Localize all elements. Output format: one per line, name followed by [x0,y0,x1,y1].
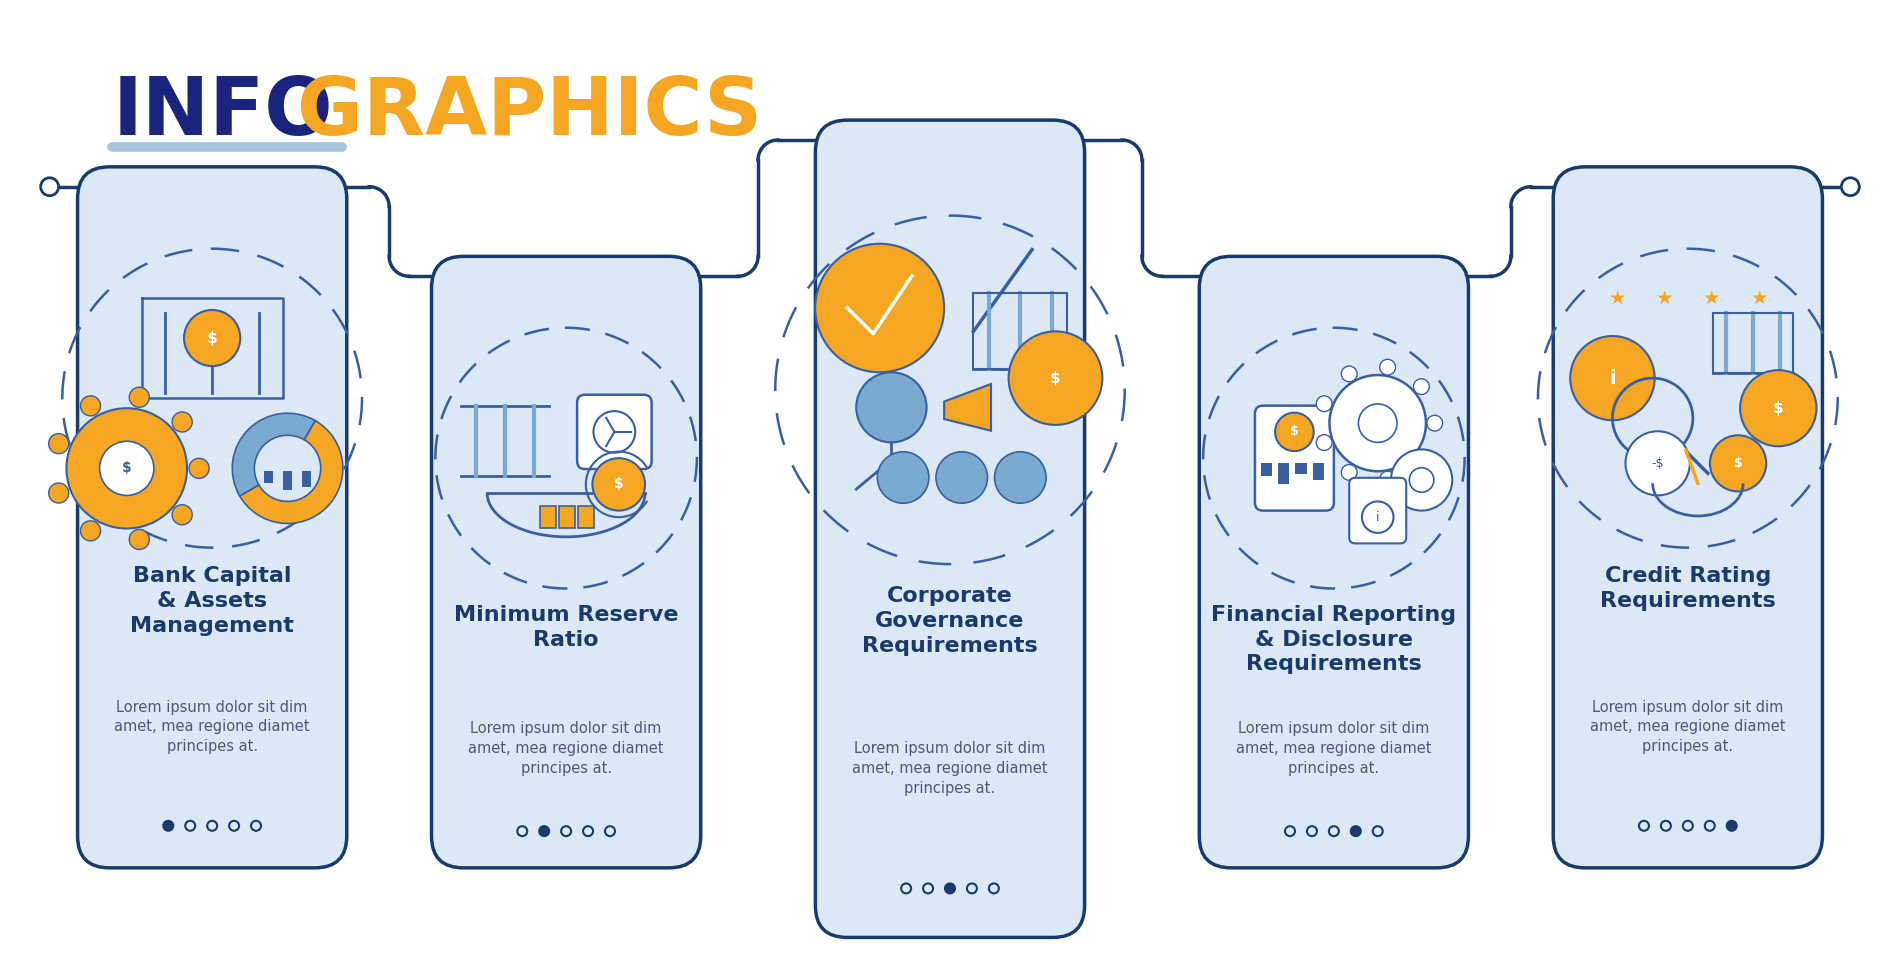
Text: Lorem ipsum dolor sit dim
amet, mea regione diamet
principes at.: Lorem ipsum dolor sit dim amet, mea regi… [469,721,664,776]
Text: ★: ★ [1750,288,1767,308]
Bar [283,471,292,490]
Circle shape [66,409,186,528]
FancyBboxPatch shape [814,121,1084,938]
Text: ★: ★ [1703,288,1720,308]
Circle shape [1425,416,1442,431]
Circle shape [1274,413,1313,451]
Bar [1294,464,1306,473]
Circle shape [49,433,68,454]
Circle shape [1412,378,1429,395]
Circle shape [945,883,955,894]
Circle shape [814,244,943,372]
Circle shape [1412,452,1429,467]
Circle shape [539,826,549,836]
Circle shape [163,821,173,831]
Text: $: $ [1050,370,1061,386]
Circle shape [1380,471,1395,487]
FancyBboxPatch shape [431,257,700,868]
Circle shape [995,452,1046,503]
Text: $: $ [613,477,623,491]
Circle shape [129,387,150,408]
Bar [1312,464,1323,480]
Text: $: $ [1289,425,1298,438]
Circle shape [1841,177,1858,196]
Circle shape [1570,336,1653,420]
Text: Lorem ipsum dolor sit dim
amet, mea regione diamet
principes at.: Lorem ipsum dolor sit dim amet, mea regi… [114,700,309,755]
Circle shape [1725,821,1737,831]
Bar [1277,464,1289,483]
Circle shape [99,441,154,496]
FancyBboxPatch shape [78,167,347,868]
Circle shape [936,452,987,503]
Text: i: i [1376,511,1378,523]
Circle shape [1008,331,1101,425]
Text: Financial Reporting
& Disclosure
Requirements: Financial Reporting & Disclosure Require… [1211,605,1456,674]
Text: $: $ [1773,401,1782,416]
Circle shape [190,459,209,478]
Wedge shape [232,414,315,496]
Text: Lorem ipsum dolor sit dim
amet, mea regione diamet
principes at.: Lorem ipsum dolor sit dim amet, mea regi… [852,741,1048,796]
FancyBboxPatch shape [1553,167,1822,868]
Circle shape [184,310,241,367]
Circle shape [1380,360,1395,375]
Bar [539,507,556,528]
Bar [302,471,311,486]
Circle shape [856,372,926,442]
Text: $: $ [207,330,218,346]
Bar [558,507,575,528]
Bar [264,471,273,483]
Circle shape [173,412,192,432]
Text: Corporate
Governance
Requirements: Corporate Governance Requirements [862,586,1038,656]
Circle shape [1329,375,1425,471]
Circle shape [1389,450,1452,511]
Circle shape [1340,465,1357,480]
Text: ★: ★ [1655,288,1672,308]
Circle shape [40,177,59,196]
Text: i: i [1608,368,1615,388]
Text: Bank Capital
& Assets
Management: Bank Capital & Assets Management [131,566,294,636]
Circle shape [129,529,150,550]
Circle shape [1361,502,1393,533]
Circle shape [1708,435,1765,491]
Circle shape [1625,431,1689,496]
Circle shape [1739,370,1816,446]
Circle shape [1349,826,1361,836]
Circle shape [173,505,192,524]
Circle shape [49,483,68,503]
Text: Lorem ipsum dolor sit dim
amet, mea regione diamet
principes at.: Lorem ipsum dolor sit dim amet, mea regi… [1236,721,1431,776]
Circle shape [1315,396,1330,412]
Circle shape [1340,367,1357,382]
Wedge shape [239,420,344,523]
Circle shape [1315,435,1330,451]
Circle shape [80,396,101,416]
Circle shape [877,452,928,503]
Bar [579,507,594,528]
Text: $: $ [121,462,131,475]
Text: Credit Rating
Requirements: Credit Rating Requirements [1600,566,1775,612]
Text: $: $ [1733,457,1742,469]
Text: ★: ★ [1608,288,1625,308]
Text: GRAPHICS: GRAPHICS [296,74,761,152]
FancyBboxPatch shape [577,395,651,469]
Text: -$: -$ [1651,457,1663,469]
Circle shape [592,458,645,511]
Circle shape [1408,467,1433,492]
Circle shape [80,520,101,541]
Text: Minimum Reserve
Ratio: Minimum Reserve Ratio [454,605,678,650]
Circle shape [1357,404,1397,442]
Polygon shape [943,384,991,431]
FancyBboxPatch shape [1255,406,1332,511]
Bar [1260,464,1272,476]
FancyBboxPatch shape [1200,257,1467,868]
Circle shape [594,411,636,453]
FancyBboxPatch shape [1348,478,1406,543]
Text: Lorem ipsum dolor sit dim
amet, mea regione diamet
principes at.: Lorem ipsum dolor sit dim amet, mea regi… [1589,700,1784,755]
Text: INFO: INFO [112,74,332,152]
